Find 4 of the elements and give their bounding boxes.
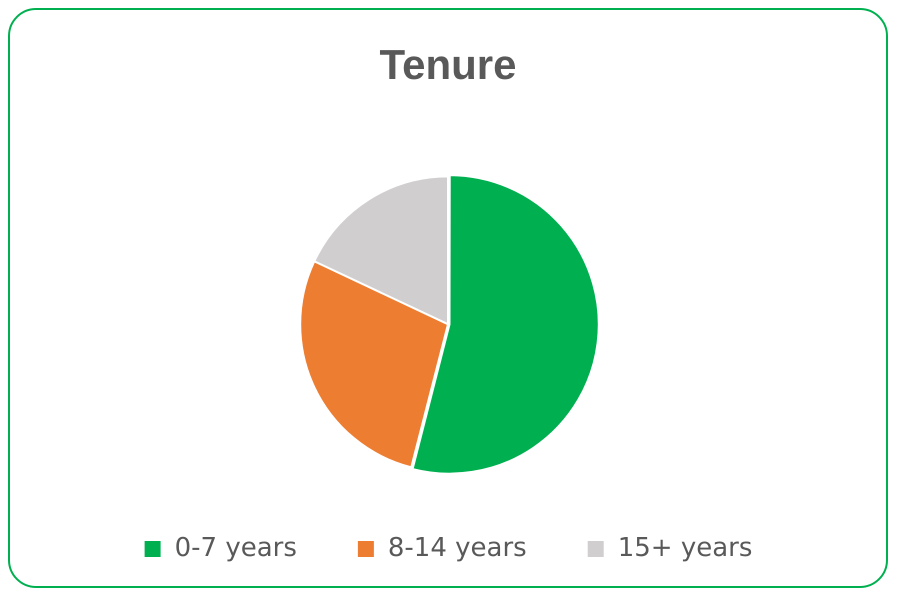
legend-label: 15+ years [618, 532, 752, 563]
legend-label: 0-7 years [174, 532, 297, 563]
chart-title: Tenure [380, 40, 516, 88]
legend-label: 8-14 years [388, 532, 527, 563]
